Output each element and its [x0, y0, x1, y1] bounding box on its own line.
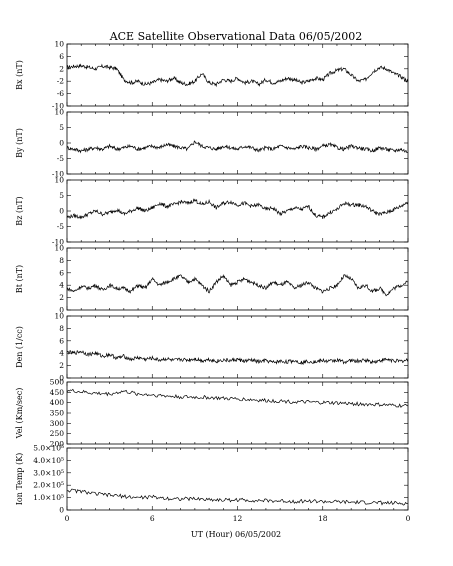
- y-tick-label: 0: [59, 306, 64, 315]
- y-tick-label: 10: [54, 40, 64, 49]
- x-tick-label: 12: [233, 514, 243, 523]
- y-tick-label: 0: [59, 139, 64, 148]
- y-tick-label: 10: [54, 176, 64, 185]
- y-axis-label: Vel (Km/sec): [15, 388, 24, 440]
- y-tick-label: 6: [59, 268, 64, 277]
- y-tick-label: 250: [50, 429, 65, 438]
- chart-title: ACE Satellite Observational Data 06/05/2…: [109, 30, 363, 43]
- y-tick-label: 8: [59, 256, 64, 265]
- y-tick-label: 4.0×10⁵: [33, 456, 64, 465]
- x-tick-label: 0: [406, 514, 411, 523]
- y-axis-label: Ion Temp (K): [15, 453, 24, 506]
- panel-4: 10 8 6 4 2 0 Bt (nT): [15, 244, 409, 315]
- y-tick-label: 5: [59, 191, 64, 200]
- panel-7: 5.0×10⁵ 4.0×10⁵ 3.0×10⁵ 2.0×10⁵ 1.0×10⁵ 0 Ion …: [15, 444, 409, 515]
- y-tick-label: 400: [50, 398, 65, 407]
- x-axis: 0 6 12 18 0: [65, 514, 411, 523]
- y-axis-label: By (nT): [15, 128, 24, 158]
- panel-2: 10 5 0 -5 -10 By (nT): [15, 108, 409, 179]
- series-line: [66, 140, 408, 154]
- y-tick-label: 8: [59, 324, 64, 333]
- y-tick-label: -5: [57, 222, 65, 231]
- y-tick-label: -10: [52, 102, 64, 111]
- y-tick-label: -5: [57, 154, 65, 163]
- series-line: [66, 198, 409, 220]
- series-line: [66, 273, 409, 297]
- panel-3: 10 5 0 -5 -10 Bz (nT): [15, 176, 409, 247]
- panel-frame: [66, 111, 409, 175]
- y-tick-label: 5: [59, 123, 64, 132]
- x-tick-label: 18: [318, 514, 328, 523]
- y-tick-label: 2: [59, 361, 64, 370]
- x-tick-label: 6: [150, 514, 155, 523]
- panel-1: 10 6 2 -2 -6 -10 Bx (nT): [15, 40, 409, 111]
- panel-frame: [66, 381, 409, 445]
- y-axis-label: Den (1/cc): [15, 326, 24, 368]
- panel-5: 10 8 6 4 2 0 Den (1/cc): [15, 312, 409, 383]
- y-tick-label: 5.0×10⁵: [33, 444, 64, 453]
- y-tick-label: -6: [57, 89, 65, 98]
- y-tick-label: 450: [50, 388, 65, 397]
- y-axis-label: Bz (nT): [15, 196, 24, 225]
- y-tick-label: 2: [59, 64, 64, 73]
- y-tick-label: 6: [59, 336, 64, 345]
- panels-group: 10 6 2 -2 -6 -10 Bx (nT) 10 5 0 -5 -10 By (nT) 10 5 0 -5…: [15, 40, 409, 515]
- panel-frame: [66, 43, 409, 107]
- y-tick-label: 2: [59, 293, 64, 302]
- y-tick-label: 4: [59, 281, 64, 290]
- x-axis-label: UT (Hour) 06/05/2002: [191, 530, 281, 539]
- y-tick-label: 10: [54, 244, 64, 253]
- panel-frame: [66, 247, 409, 311]
- y-tick-label: 4: [59, 349, 64, 358]
- y-tick-label: -2: [57, 77, 65, 86]
- y-tick-label: -10: [52, 238, 64, 247]
- y-tick-label: 2.0×10⁵: [33, 481, 64, 490]
- y-tick-label: 0: [59, 207, 64, 216]
- y-tick-label: 0: [59, 374, 64, 383]
- y-tick-label: 300: [50, 419, 65, 428]
- y-tick-label: 10: [54, 312, 64, 321]
- series-line: [66, 488, 409, 506]
- y-tick-label: 6: [59, 52, 64, 61]
- y-tick-label: 200: [50, 440, 65, 449]
- y-tick-label: 350: [50, 409, 65, 418]
- y-tick-label: 500: [50, 378, 65, 387]
- series-line: [66, 388, 409, 408]
- y-tick-label: 1.0×10⁵: [33, 493, 64, 502]
- panel-frame: [66, 315, 409, 379]
- y-tick-label: 3.0×10⁵: [33, 468, 64, 477]
- y-tick-label: 0: [59, 506, 64, 515]
- y-tick-label: 10: [54, 108, 64, 117]
- series-line: [66, 350, 409, 366]
- y-axis-label: Bx (nT): [15, 60, 24, 90]
- y-axis-label: Bt (nT): [15, 265, 24, 293]
- x-tick-label: 0: [65, 514, 70, 523]
- y-tick-label: -10: [52, 170, 64, 179]
- series-line: [66, 63, 409, 88]
